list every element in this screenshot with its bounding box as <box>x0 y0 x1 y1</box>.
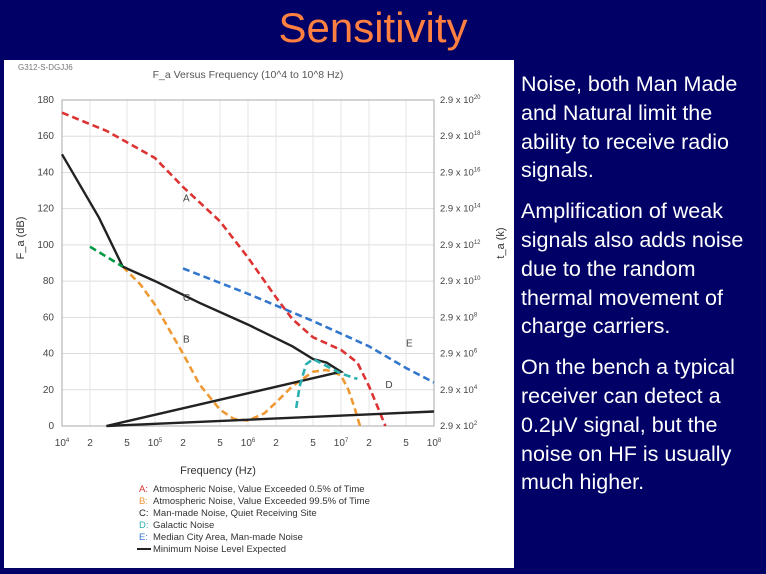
legend-entry: Minimum Noise Level Expected <box>153 544 286 555</box>
curve-label: A <box>183 193 190 204</box>
y-tick-label: 160 <box>37 131 54 142</box>
curve-label: B <box>183 335 190 346</box>
legend-key: A: <box>139 484 148 495</box>
plot-frame <box>61 99 435 427</box>
right-tick-label: 2.9 x 108 <box>440 312 478 323</box>
legend-entry: Median City Area, Man-made Noise <box>153 532 303 543</box>
legend-key: C: <box>139 508 149 519</box>
bullet-item: Noise, both Man Made and Natural limit t… <box>521 72 738 183</box>
series-line-d <box>294 357 358 409</box>
bullet-item: On the bench a typical receiver can dete… <box>521 355 735 495</box>
legend-entry: Atmospheric Noise, Value Exceeded 99.5% … <box>153 496 370 507</box>
legend-key: D: <box>139 520 149 531</box>
series-line-a <box>61 111 387 427</box>
x-tick-label: 5 <box>403 438 409 449</box>
right-tick-label: 2.9 x 106 <box>440 349 478 360</box>
right-tick-label: 2.9 x 102 <box>440 421 478 432</box>
bullet-list: Noise, both Man Made and Natural limit t… <box>521 70 761 509</box>
y-tick-label: 40 <box>43 349 55 360</box>
right-tick-label: 2.9 x 1016 <box>440 167 481 178</box>
x-tick-label: 104 <box>55 438 70 449</box>
x-tick-label: 5 <box>310 438 316 449</box>
y-axis-label: F_a (dB) <box>15 217 27 260</box>
x-tick-label: 2 <box>366 438 372 449</box>
legend-entry: Atmospheric Noise, Value Exceeded 0.5% o… <box>153 484 365 495</box>
x-tick-label: 107 <box>334 438 349 449</box>
right-axis-label: t_a (k) <box>495 227 507 258</box>
x-tick-label: 2 <box>87 438 93 449</box>
x-tick-label: 105 <box>148 438 163 449</box>
chart-title: F_a Versus Frequency (10^4 to 10^8 Hz) <box>153 69 344 81</box>
x-tick-label: 106 <box>241 438 256 449</box>
right-tick-label: 2.9 x 1018 <box>440 131 481 142</box>
right-tick-label: 2.9 x 1020 <box>440 95 481 106</box>
y-tick-label: 60 <box>43 312 55 323</box>
x-tick-label: 5 <box>124 438 130 449</box>
legend-key: E: <box>139 532 148 543</box>
right-tick-label: 2.9 x 1012 <box>440 240 481 251</box>
x-tick-label: 108 <box>427 438 442 449</box>
slide-title: Sensitivity <box>278 4 468 51</box>
corner-note: G312-S-DGJJ6 <box>18 63 73 72</box>
right-tick-label: 2.9 x 1010 <box>440 276 481 287</box>
curve-label: E <box>406 338 413 349</box>
x-tick-label: 5 <box>217 438 223 449</box>
x-tick-label: 2 <box>273 438 279 449</box>
x-axis-label: Frequency (Hz) <box>180 465 256 477</box>
legend-key: B: <box>139 496 148 507</box>
curve-label: D <box>385 380 392 391</box>
series-line-e <box>182 267 435 384</box>
series-line-f <box>89 245 124 268</box>
noise-chart: G312-S-DGJJ6 F_a Versus Frequency (10^4 t… <box>15 63 507 555</box>
y-tick-label: 120 <box>37 204 54 215</box>
curve-label: C <box>183 293 190 304</box>
right-tick-label: 2.9 x 104 <box>440 385 478 396</box>
chart-panel: G312-S-DGJJ6 F_a Versus Frequency (10^4 t… <box>4 60 514 568</box>
series-line-b <box>121 265 362 427</box>
y-tick-label: 180 <box>37 95 54 106</box>
bullet-item: Amplification of weak signals also adds … <box>521 199 744 339</box>
right-tick-label: 2.9 x 1014 <box>440 204 481 215</box>
x-tick-label: 2 <box>180 438 186 449</box>
y-tick-label: 140 <box>37 167 54 178</box>
y-tick-label: 80 <box>43 276 55 287</box>
y-tick-label: 100 <box>37 240 54 251</box>
legend-entry: Man-made Noise, Quiet Receiving Site <box>153 508 317 519</box>
y-tick-label: 20 <box>43 385 55 396</box>
legend-entry: Galactic Noise <box>153 520 214 531</box>
y-tick-label: 0 <box>48 421 54 432</box>
